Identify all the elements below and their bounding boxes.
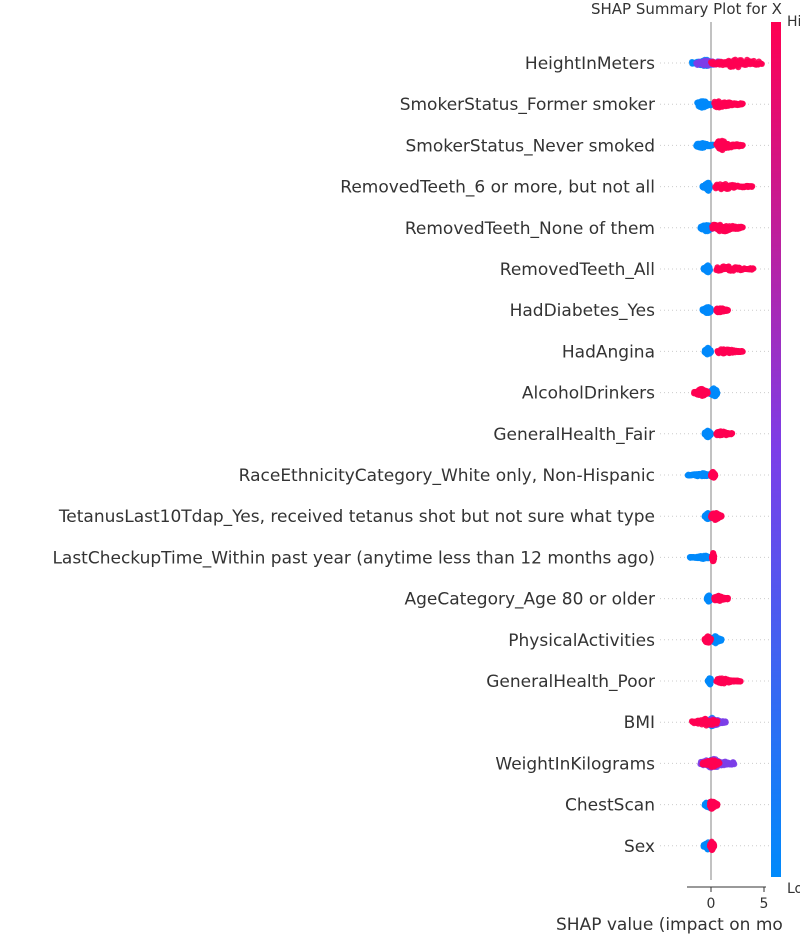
feature-label: RaceEthnicityCategory_White only, Non-Hi…	[239, 466, 655, 486]
feature-label: RemovedTeeth_None of them	[405, 219, 655, 239]
shap-point-mid-row-16	[722, 719, 729, 726]
shap-point-high-row-7	[739, 348, 746, 355]
shap-point-low-row-14	[718, 636, 725, 643]
feature-label: RemovedTeeth_6 or more, but not all	[340, 178, 655, 198]
shap-point-high-row-0	[758, 61, 765, 67]
feature-label: AgeCategory_Age 80 or older	[404, 590, 655, 610]
feature-label: WeightInKilograms	[495, 754, 655, 774]
shap-point-low-row-3	[706, 184, 713, 191]
shap-point-high-row-3	[749, 183, 756, 190]
shap-point-high-row-6	[725, 307, 731, 313]
shap-point-low-row-6	[708, 307, 714, 314]
feature-label: BMI	[624, 713, 655, 733]
feature-label: GeneralHealth_Fair	[493, 425, 655, 445]
chart-title: SHAP Summary Plot for X	[591, 0, 782, 18]
row-gridlines	[660, 62, 770, 847]
shap-point-high-row-13	[725, 595, 731, 601]
feature-label: HadDiabetes_Yes	[510, 301, 656, 321]
feature-label: AlcoholDrinkers	[522, 384, 655, 404]
shap-point-high-row-19	[711, 842, 718, 849]
shap-point-high-row-1	[739, 100, 746, 107]
feature-label: TetanusLast10Tdap_Yes, received tetanus …	[58, 507, 655, 527]
shap-point-high-row-15	[737, 678, 744, 685]
x-tick-label: 0	[707, 896, 716, 912]
feature-label: Sex	[624, 837, 655, 857]
shap-point-low-row-15	[708, 678, 714, 685]
shap-point-high-row-17	[716, 760, 723, 767]
shap-point-high-row-14	[708, 635, 714, 642]
shap-point-low-row-7	[708, 349, 714, 356]
shap-point-high-row-16	[714, 718, 721, 725]
colorbar	[771, 22, 781, 877]
colorbar-low-label: Lo	[787, 881, 800, 897]
shap-point-low-row-5	[706, 267, 713, 274]
colorbar-high-label: Hi	[787, 14, 800, 30]
shap-point-high-row-8	[704, 389, 711, 396]
feature-labels: HeightInMeters SmokerStatus_Former smoker…	[52, 54, 655, 857]
x-tick-label: 5	[760, 896, 769, 912]
feature-label: GeneralHealth_Poor	[486, 672, 655, 692]
shap-point-high-row-10	[712, 472, 719, 479]
feature-label: SmokerStatus_Former smoker	[400, 95, 655, 115]
feature-label: HeightInMeters	[525, 54, 655, 74]
shap-point-high-row-12	[711, 553, 718, 560]
shap-point-high-row-4	[739, 224, 746, 231]
feature-label: SmokerStatus_Never smoked	[405, 136, 655, 156]
x-axis-label: SHAP value (impact on mo	[556, 915, 783, 935]
beeswarm-points	[684, 56, 765, 854]
shap-point-high-row-5	[750, 265, 757, 272]
shap-point-high-row-18	[714, 801, 721, 808]
shap-point-high-row-2	[739, 142, 746, 149]
feature-label: LastCheckupTime_Within past year (anytim…	[52, 548, 655, 568]
feature-label: HadAngina	[562, 342, 655, 362]
shap-point-high-row-11	[718, 513, 725, 520]
shap-point-mid-row-17	[731, 761, 738, 768]
shap-point-low-row-9	[708, 430, 714, 437]
feature-label: ChestScan	[565, 796, 655, 816]
shap-point-high-row-9	[729, 430, 736, 437]
feature-label: PhysicalActivities	[508, 631, 655, 651]
shap-point-low-row-8	[714, 389, 721, 396]
feature-label: RemovedTeeth_All	[500, 260, 655, 280]
